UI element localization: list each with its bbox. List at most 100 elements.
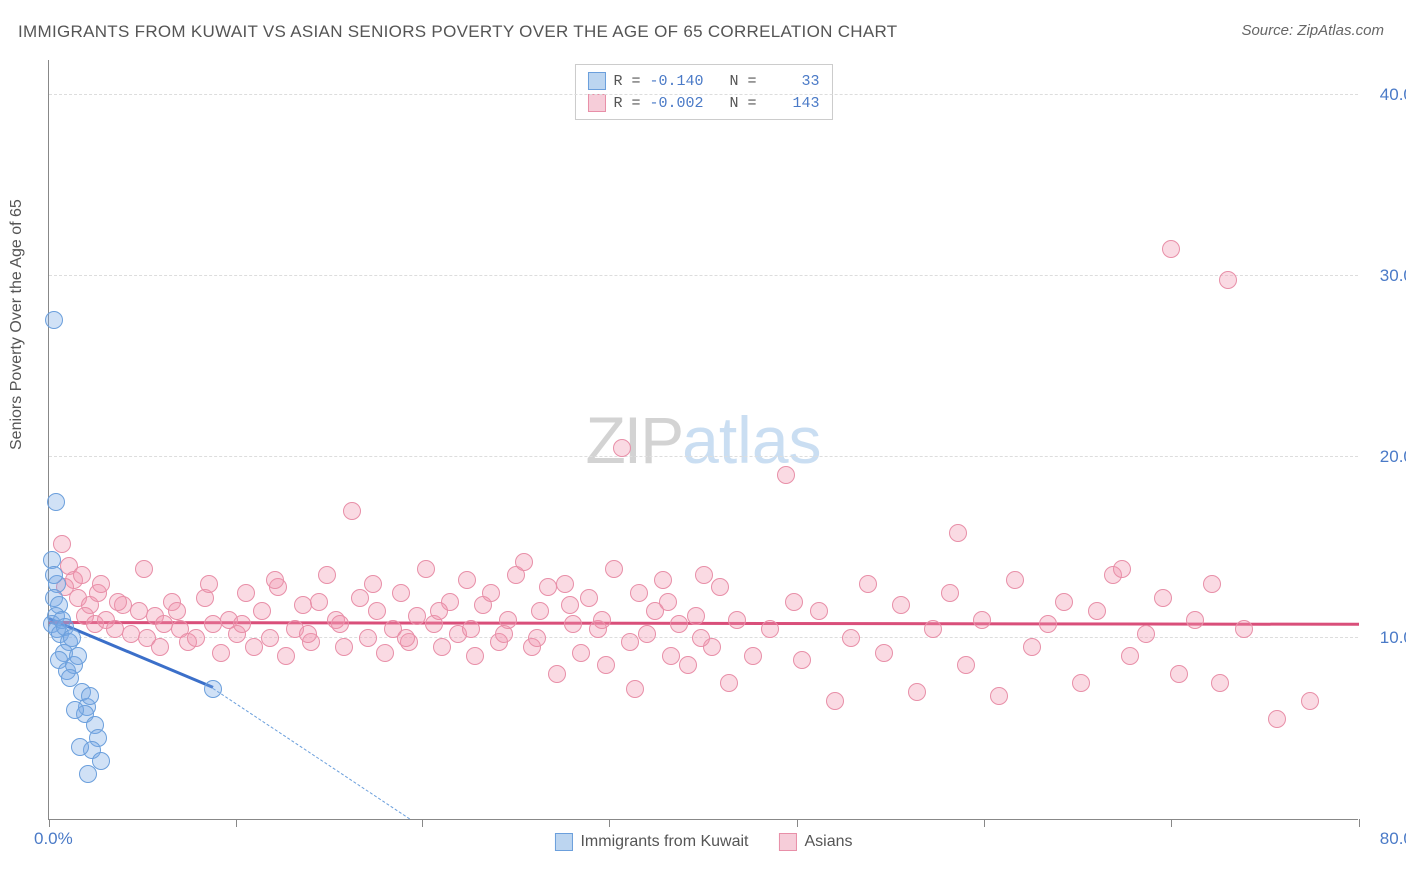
stat-r-label: R = <box>613 73 640 90</box>
data-point <box>458 571 476 589</box>
data-point <box>335 638 353 656</box>
data-point <box>1023 638 1041 656</box>
data-point <box>368 602 386 620</box>
data-point <box>593 611 611 629</box>
data-point <box>71 738 89 756</box>
data-point <box>212 644 230 662</box>
data-point <box>785 593 803 611</box>
x-tick <box>1359 819 1360 827</box>
data-point <box>654 571 672 589</box>
data-point <box>810 602 828 620</box>
legend-swatch <box>587 94 605 112</box>
data-point <box>376 644 394 662</box>
data-point <box>638 625 656 643</box>
stats-row: R =-0.002N =143 <box>587 92 819 114</box>
data-point <box>662 647 680 665</box>
data-point <box>711 578 729 596</box>
data-point <box>630 584 648 602</box>
data-point <box>45 311 63 329</box>
data-point <box>351 589 369 607</box>
y-axis-label: Seniors Poverty Over the Age of 65 <box>8 199 26 450</box>
x-tick <box>236 819 237 827</box>
stat-n-value: 33 <box>765 73 820 90</box>
x-tick <box>49 819 50 827</box>
data-point <box>261 629 279 647</box>
data-point <box>73 566 91 584</box>
data-point <box>433 638 451 656</box>
watermark-zip: ZIP <box>585 403 682 477</box>
data-point <box>842 629 860 647</box>
data-point <box>826 692 844 710</box>
data-point <box>1055 593 1073 611</box>
data-point <box>580 589 598 607</box>
data-point <box>462 620 480 638</box>
data-point <box>720 674 738 692</box>
data-point <box>777 466 795 484</box>
data-point <box>417 560 435 578</box>
data-point <box>539 578 557 596</box>
data-point <box>515 553 533 571</box>
y-tick-label: 40.0% <box>1368 85 1406 105</box>
stat-n-label: N = <box>730 95 757 112</box>
data-point <box>135 560 153 578</box>
x-tick <box>609 819 610 827</box>
y-tick-label: 20.0% <box>1368 447 1406 467</box>
data-point <box>299 625 317 643</box>
data-point <box>548 665 566 683</box>
data-point <box>564 615 582 633</box>
data-point <box>204 680 222 698</box>
data-point <box>482 584 500 602</box>
data-point <box>528 629 546 647</box>
data-point <box>1137 625 1155 643</box>
data-point <box>892 596 910 614</box>
legend-item: Asians <box>779 833 853 851</box>
data-point <box>233 615 251 633</box>
stat-r-value: -0.140 <box>649 73 704 90</box>
data-point <box>875 644 893 662</box>
y-tick-label: 30.0% <box>1368 266 1406 286</box>
data-point <box>466 647 484 665</box>
data-point <box>957 656 975 674</box>
data-point <box>81 687 99 705</box>
data-point <box>1072 674 1090 692</box>
x-axis-max-label: 80.0% <box>1380 829 1406 849</box>
data-point <box>924 620 942 638</box>
source-attribution: Source: ZipAtlas.com <box>1241 22 1384 39</box>
data-point <box>53 535 71 553</box>
legend-swatch <box>779 833 797 851</box>
data-point <box>359 629 377 647</box>
data-point <box>1113 560 1131 578</box>
data-point <box>318 566 336 584</box>
gridline <box>49 94 1358 95</box>
data-point <box>331 615 349 633</box>
watermark-atlas: atlas <box>682 403 821 477</box>
chart-title: IMMIGRANTS FROM KUWAIT VS ASIAN SENIORS … <box>18 22 897 42</box>
data-point <box>408 607 426 625</box>
data-point <box>597 656 615 674</box>
data-point <box>430 602 448 620</box>
legend-swatch <box>587 72 605 90</box>
data-point <box>561 596 579 614</box>
data-point <box>973 611 991 629</box>
series-legend: Immigrants from Kuwait Asians <box>554 833 852 851</box>
data-point <box>1211 674 1229 692</box>
data-point <box>679 656 697 674</box>
data-point <box>200 575 218 593</box>
legend-label: Immigrants from Kuwait <box>580 833 748 851</box>
data-point <box>277 647 295 665</box>
data-point <box>941 584 959 602</box>
data-point <box>1039 615 1057 633</box>
data-point <box>859 575 877 593</box>
data-point <box>1121 647 1139 665</box>
data-point <box>253 602 271 620</box>
y-tick-label: 10.0% <box>1368 628 1406 648</box>
data-point <box>364 575 382 593</box>
data-point <box>47 493 65 511</box>
chart-container: IMMIGRANTS FROM KUWAIT VS ASIAN SENIORS … <box>0 0 1406 892</box>
data-point <box>793 651 811 669</box>
data-point <box>1203 575 1221 593</box>
stat-r-value: -0.002 <box>649 95 704 112</box>
x-tick <box>422 819 423 827</box>
legend-item: Immigrants from Kuwait <box>554 833 748 851</box>
data-point <box>1268 710 1286 728</box>
